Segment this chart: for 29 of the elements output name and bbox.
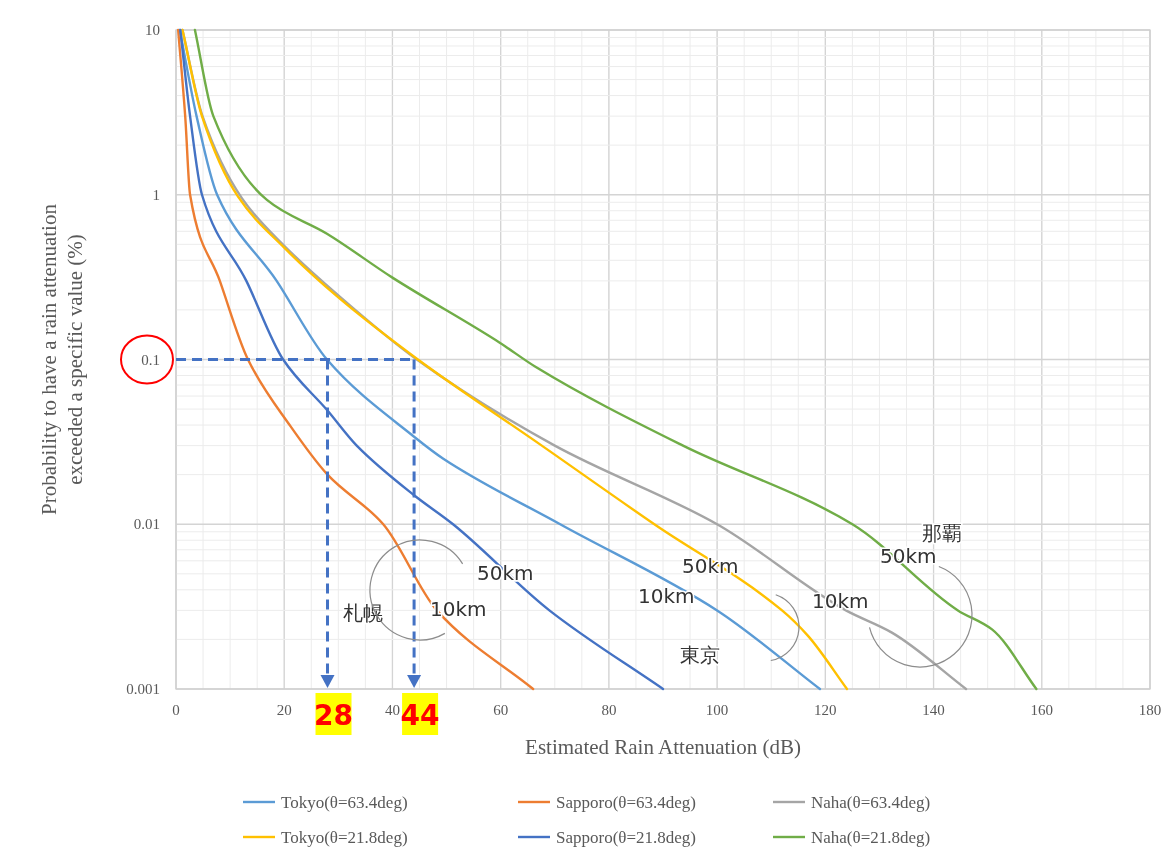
- y-tick-label: 0.001: [126, 681, 160, 697]
- x-tick-label: 20: [276, 702, 292, 718]
- x-axis-title: Estimated Rain Attenuation (dB): [525, 735, 801, 759]
- y-tick-label: 0.01: [133, 516, 160, 533]
- x-tick-label: 100: [705, 702, 729, 718]
- legend-label: Tokyo(θ=63.4deg): [281, 793, 408, 812]
- legend-label: Naha(θ=21.8deg): [811, 828, 931, 847]
- x-tick-label: 180: [1138, 702, 1162, 718]
- x-tick-label: 40: [384, 702, 400, 718]
- y-tick-label: 0.1: [141, 351, 160, 368]
- legend-label: Sapporo(θ=21.8deg): [556, 828, 697, 847]
- ref-line-label: 28: [314, 699, 353, 732]
- y-tick-label: 1: [152, 186, 160, 203]
- x-tick-label: 0: [172, 702, 180, 718]
- annotation: 10km: [638, 584, 695, 608]
- x-tick-label: 60: [493, 702, 509, 718]
- annotation: 10km: [812, 589, 869, 613]
- legend-label: Sapporo(θ=63.4deg): [556, 793, 697, 812]
- y-tick-label: 10: [145, 22, 160, 38]
- y-axis-title: Probability to have a rain attenuation exceeded a specific value (%): [37, 203, 87, 515]
- x-tick-label: 80: [601, 702, 617, 718]
- legend-label: Naha(θ=63.4deg): [811, 793, 931, 812]
- x-tick-label: 140: [922, 702, 945, 718]
- legend-label: Tokyo(θ=21.8deg): [281, 828, 408, 847]
- annotation: 東京: [680, 643, 720, 667]
- annotation: 札幌: [343, 601, 383, 625]
- annotation: 那覇: [922, 521, 962, 545]
- x-tick-label: 160: [1030, 702, 1054, 718]
- x-tick-label: 120: [814, 702, 837, 718]
